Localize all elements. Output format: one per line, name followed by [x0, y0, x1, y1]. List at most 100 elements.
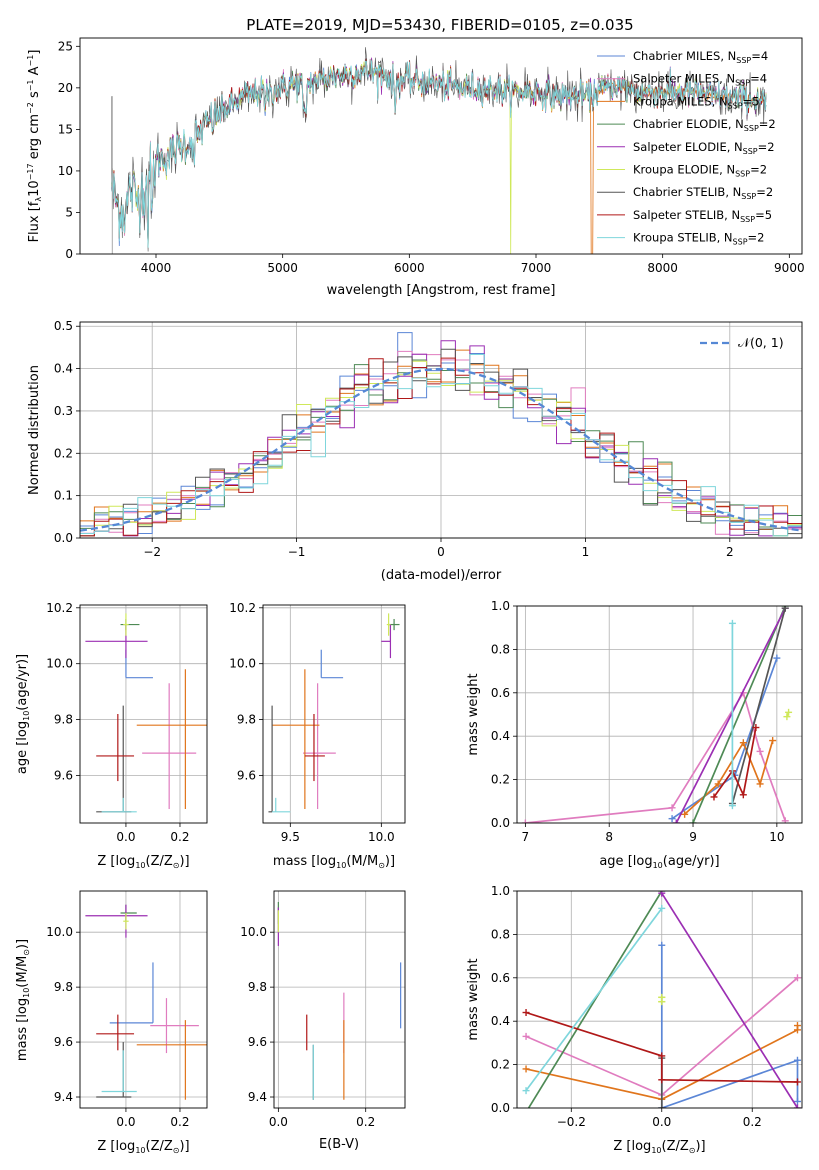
x-tick-label: 4000	[141, 261, 172, 275]
x-axis-label: Z [log10(Z/Z⊙)]	[97, 854, 189, 870]
y-tick-label: 0.0	[491, 1101, 510, 1115]
series-line-kroupa_stelib	[525, 907, 663, 1092]
label-part: (age/yr)]	[15, 654, 30, 711]
label-part: =2	[756, 185, 773, 199]
y-tick-label: 0.8	[491, 642, 510, 656]
label-part: )]	[385, 854, 395, 869]
label-part: Z [log	[97, 1139, 135, 1154]
y-tick-label: 0.0	[491, 816, 510, 830]
x-tick-label: 0.2	[356, 1115, 375, 1129]
y-tick-label: 0	[65, 247, 73, 261]
x-tick-label: 0.2	[170, 1115, 189, 1129]
series-line-salpeter_stelib	[713, 727, 757, 798]
series-line-chabrier_elodie	[692, 606, 786, 823]
label-part: 10	[27, 180, 42, 197]
axes-frame	[273, 890, 406, 1109]
label-part: ⊙	[173, 1146, 180, 1155]
y-tick-label: 0.1	[54, 489, 73, 503]
label-part: s	[27, 91, 42, 102]
y-tick-label: 0.2	[491, 773, 510, 787]
axes-spectrum: 4000 5000 6000 7000 8000 9000 0 5 10 15 20 25 wavele…	[26, 37, 805, 298]
figure-title: PLATE=2019, MJD=53430, FIBERID=0105, z=0…	[246, 16, 633, 34]
x-axis-label: wavelength [Angstrom, rest frame]	[327, 283, 556, 298]
axes-age_vs_Z: 0.0 0.2 9.6 9.8 10.0 10.2 Z [log10(Z/Z⊙)] age […	[15, 601, 208, 870]
y-tick-label: 0.2	[491, 1058, 510, 1072]
x-axis-label: mass [log10(M/M⊙)]	[273, 854, 395, 870]
label-part: 10	[653, 861, 663, 870]
series-line-salpeter_elodie	[661, 892, 799, 1108]
y-tick-label: 9.6	[54, 768, 73, 782]
label-part: SSP	[743, 147, 758, 156]
label-part: Flux [f	[27, 201, 42, 242]
legend-label: 𝒩(0, 1)	[738, 335, 784, 350]
series-line-salpeter_miles	[525, 690, 786, 823]
y-tick-label: 9.6	[54, 1035, 73, 1049]
legend-label: Salpeter ELODIE, NSSP=2	[633, 140, 775, 156]
label-part: Kroupa STELIB, N	[633, 231, 733, 245]
legend-label: Chabrier ELODIE, NSSP=2	[633, 117, 776, 133]
series-line-salpeter_stelib	[525, 1011, 798, 1083]
x-tick-label: 0.2	[743, 1115, 762, 1129]
histogram-kroupa_stelib	[80, 354, 802, 538]
x-tick-label: 0.0	[116, 830, 135, 844]
axes-mass_vs_ebv: 0.0 0.2 9.4 9.6 9.8 10.0 E(B-V)	[240, 890, 406, 1152]
y-tick-label: 0.4	[54, 362, 73, 376]
label-part: Chabrier ELODIE, N	[633, 117, 744, 131]
y-tick-label: 15	[58, 122, 73, 136]
label-part: (Z/Z	[146, 1139, 173, 1154]
y-tick-label: 9.6	[237, 768, 256, 782]
gaussian-curve	[80, 367, 802, 532]
x-tick-label: 1	[582, 545, 590, 559]
x-tick-label: 0	[437, 545, 445, 559]
label-part: =2	[759, 117, 776, 131]
y-tick-label: 0.4	[491, 1014, 510, 1028]
y-tick-label: 10.0	[240, 925, 267, 939]
y-tick-label: 0.2	[54, 446, 73, 460]
label-part: SSP	[736, 56, 751, 65]
plot-area	[85, 904, 207, 1100]
label-part: =5	[755, 208, 772, 222]
label-part: (Z/Z	[146, 854, 173, 869]
label-part: −17	[26, 163, 35, 180]
label-part: SSP	[741, 192, 756, 201]
y-tick-label: 9.8	[54, 713, 73, 727]
y-tick-label: 5	[65, 205, 73, 219]
x-tick-label: 0.0	[269, 1115, 288, 1129]
label-part: =4	[750, 72, 767, 86]
y-axis-label: age [log10(age/yr)]	[15, 654, 31, 774]
axes-frame	[79, 604, 208, 824]
legend-label: Chabrier MILES, NSSP=4	[633, 49, 768, 65]
y-tick-label: 9.4	[248, 1090, 267, 1104]
label-part: SSP	[735, 170, 750, 179]
y-tick-label: 9.6	[248, 1035, 267, 1049]
y-tick-label: 10.0	[46, 657, 73, 671]
label-part: SSP	[735, 79, 750, 88]
y-tick-label: 10.2	[46, 601, 73, 615]
label-part: Chabrier STELIB, N	[633, 185, 741, 199]
label-part: =2	[750, 163, 767, 177]
legend-label: Kroupa STELIB, NSSP=2	[633, 231, 764, 247]
label-part: SSP	[733, 238, 748, 247]
legend-label: Chabrier STELIB, NSSP=2	[633, 185, 773, 201]
plot-area	[111, 47, 767, 254]
axes-mass_weight_vs_Z: −0.2 0.0 0.2 0.0 0.2 0.4 0.6 0.8 1.0 Z [log10(Z/Z…	[466, 884, 803, 1155]
x-tick-label: 0.0	[116, 1115, 135, 1129]
y-axis-label: mass weight	[466, 673, 481, 755]
label-part: mass [log	[273, 854, 336, 869]
legend-label: Kroupa ELODIE, NSSP=2	[633, 163, 767, 179]
label-part: =5	[743, 94, 760, 108]
label-part: )]	[179, 854, 189, 869]
label-part: λ	[34, 197, 43, 202]
label-part: SSP	[728, 101, 743, 110]
label-part: ⊙	[378, 861, 385, 870]
label-part: (M/M	[346, 854, 378, 869]
legend-label: Kroupa MILES, NSSP=5	[633, 94, 759, 110]
label-part: ⊙	[22, 949, 31, 956]
y-tick-label: 0.5	[54, 319, 73, 333]
label-part: (age/yr)]	[663, 854, 720, 869]
x-tick-label: 7000	[521, 261, 552, 275]
x-tick-label: 0.2	[170, 830, 189, 844]
plot-area	[277, 901, 402, 1100]
x-tick-label: 6000	[394, 261, 425, 275]
axes-frame	[516, 605, 803, 824]
